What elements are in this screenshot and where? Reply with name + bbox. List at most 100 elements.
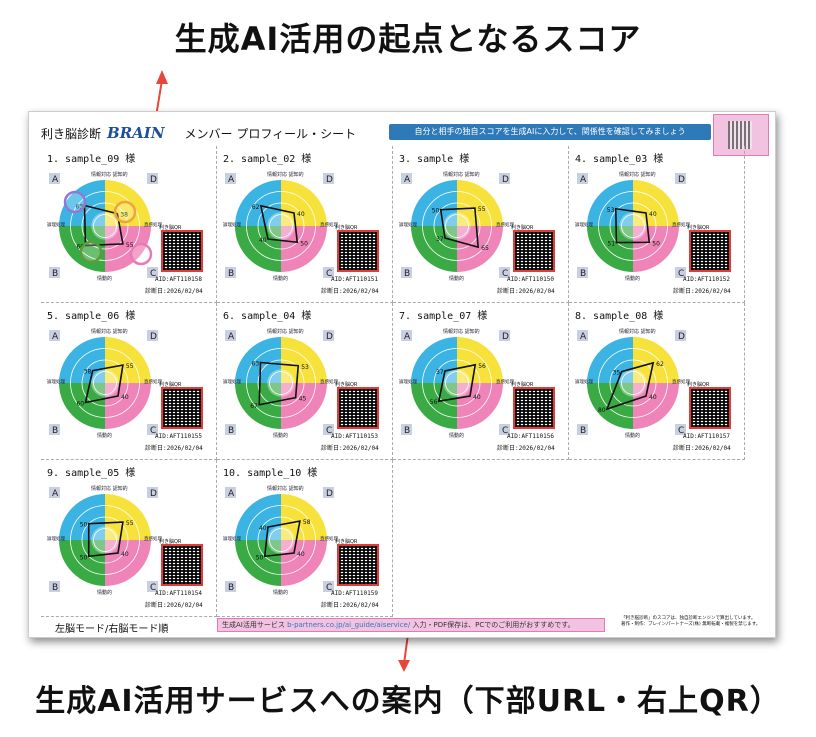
sheet-header: 利き脳診断 BRAIN メンバー プロフィール・シート bbox=[41, 124, 356, 142]
member-date: 診断日:2026/02/04 bbox=[673, 288, 731, 295]
radar-ring bbox=[257, 359, 305, 407]
member-date: 診断日:2026/02/04 bbox=[145, 288, 203, 295]
profile-sheet: 利き脳診断 BRAIN メンバー プロフィール・シート 自分と相手の独自スコアを… bbox=[28, 111, 776, 638]
quadrant-letter: B bbox=[228, 426, 234, 436]
quadrant-letter: C bbox=[150, 269, 156, 279]
member-aid: AID:AFT110150 bbox=[507, 276, 554, 283]
radar-ring bbox=[269, 371, 293, 395]
member-qr-code[interactable] bbox=[337, 230, 379, 272]
member-qr-code[interactable] bbox=[513, 230, 555, 272]
quadrant-letter: B bbox=[580, 426, 586, 436]
radar-ring bbox=[246, 191, 316, 261]
quadrant-letter-box bbox=[147, 581, 158, 592]
axis-label-right: 直感処理 bbox=[496, 378, 514, 385]
radar-ring bbox=[609, 202, 657, 250]
score-label: 40 bbox=[259, 525, 267, 532]
quadrant-letter: D bbox=[678, 332, 685, 342]
axis-label-bottom: 情動的 bbox=[97, 432, 112, 439]
bottom-annotation: 生成AI活用サービスへの案内（下部URL・右上QR） bbox=[35, 684, 781, 719]
qr-label: 利き脳QR bbox=[335, 225, 358, 231]
qr-label: 利き脳QR bbox=[335, 382, 358, 388]
member-name: 4. sample_03 様 bbox=[575, 154, 664, 165]
member-card: 7. sample_07 様 37 56 40 56 A D B C 情報対応 認知的 情動的 論理処… bbox=[393, 303, 569, 460]
quadrant-letter: D bbox=[326, 332, 333, 342]
footer-order: 左脳モード/右脳モード順 bbox=[55, 624, 169, 635]
axis-label-bottom: 情動的 bbox=[273, 432, 288, 439]
quadrant-letter-box bbox=[401, 424, 412, 435]
radar-ring bbox=[621, 214, 645, 238]
axis-label-left: 論理処理 bbox=[223, 535, 241, 542]
member-qr-code[interactable] bbox=[161, 544, 203, 586]
member-qr-code[interactable] bbox=[513, 387, 555, 429]
top-right-qr[interactable] bbox=[713, 114, 769, 156]
quadrant-C bbox=[281, 540, 327, 586]
brand-logo: BRAIN bbox=[107, 124, 165, 142]
quadrant-letter: A bbox=[580, 332, 587, 342]
qr-label: 利き脳QR bbox=[511, 382, 534, 388]
quadrant-letter-box bbox=[577, 424, 588, 435]
score-label: 50 bbox=[80, 554, 88, 561]
axis-label-left: 論理処理 bbox=[47, 378, 65, 385]
axis-label-bottom: 情動的 bbox=[449, 275, 464, 282]
quadrant-letter-box bbox=[147, 173, 158, 184]
radar-ring bbox=[598, 191, 668, 261]
member-qr-code[interactable] bbox=[337, 387, 379, 429]
radar-center bbox=[267, 526, 295, 554]
quadrant-letter: D bbox=[150, 489, 157, 499]
radar-ring bbox=[445, 214, 469, 238]
score-label: 38 bbox=[120, 212, 128, 219]
axis-label-right: 直感処理 bbox=[496, 221, 514, 228]
score-label: 60 bbox=[76, 244, 84, 251]
quadrant-C bbox=[281, 226, 327, 272]
quadrant-letter: B bbox=[580, 269, 586, 279]
quadrant-letter-box bbox=[675, 424, 686, 435]
score-label: 67 bbox=[250, 403, 258, 410]
member-card: 2. sample_02 様 62 40 50 40 A D B C 情報対応 認知的 情動的 論理処… bbox=[217, 146, 393, 303]
score-label: 40 bbox=[473, 394, 481, 401]
score-label: 62 bbox=[252, 204, 260, 211]
member-grid: 1. sample_09 様63385560ADBC情報対応 認知的情動的論理処… bbox=[41, 146, 765, 617]
quadrant-letter-box bbox=[499, 330, 510, 341]
axis-label-bottom: 情動的 bbox=[273, 275, 288, 282]
member-qr-code[interactable] bbox=[161, 230, 203, 272]
radar-ring bbox=[93, 214, 117, 238]
score-label: 55 bbox=[126, 242, 134, 249]
footer-service-bar[interactable]: 生成AI活用サービス b-partners.co.jp/ai_guide/ais… bbox=[217, 618, 605, 632]
score-polygon bbox=[83, 204, 124, 247]
score-label: 80 bbox=[598, 407, 606, 414]
axis-label-bottom: 情動的 bbox=[97, 589, 112, 596]
member-aid: AID:AFT110153 bbox=[331, 433, 378, 440]
member-qr-code[interactable] bbox=[689, 230, 731, 272]
member-qr-code[interactable] bbox=[689, 387, 731, 429]
quadrant-letter-box bbox=[499, 267, 510, 278]
score-label: 37 bbox=[436, 369, 444, 376]
quadrant-letter-box bbox=[323, 330, 334, 341]
score-label: 55 bbox=[478, 206, 486, 213]
quadrant-letter-box bbox=[225, 267, 236, 278]
axis-label-top: 情報対応 認知的 bbox=[91, 171, 128, 178]
axis-label-left: 論理処理 bbox=[223, 221, 241, 228]
score-label: 63 bbox=[252, 361, 260, 368]
quadrant-letter-box bbox=[49, 581, 60, 592]
member-qr-code[interactable] bbox=[337, 544, 379, 586]
radar-ring bbox=[445, 371, 469, 395]
quadrant-letter: C bbox=[326, 269, 332, 279]
quadrant-letter: A bbox=[580, 175, 587, 185]
quadrant-B bbox=[235, 383, 281, 429]
quadrant-letter-box bbox=[323, 424, 334, 435]
score-label: 65 bbox=[481, 245, 489, 252]
footer-service-url[interactable]: b-partners.co.jp/ai_guide/aiservice/ bbox=[287, 621, 411, 629]
radar-ring bbox=[422, 191, 492, 261]
member-aid: AID:AFT110152 bbox=[683, 276, 730, 283]
quadrant-letter: D bbox=[326, 489, 333, 499]
axis-label-top: 情報対応 認知的 bbox=[267, 485, 304, 492]
quadrant-letter-box bbox=[49, 424, 60, 435]
member-qr-code[interactable] bbox=[161, 387, 203, 429]
quadrant-D bbox=[633, 337, 679, 383]
qr-label: 利き脳QR bbox=[159, 225, 182, 231]
